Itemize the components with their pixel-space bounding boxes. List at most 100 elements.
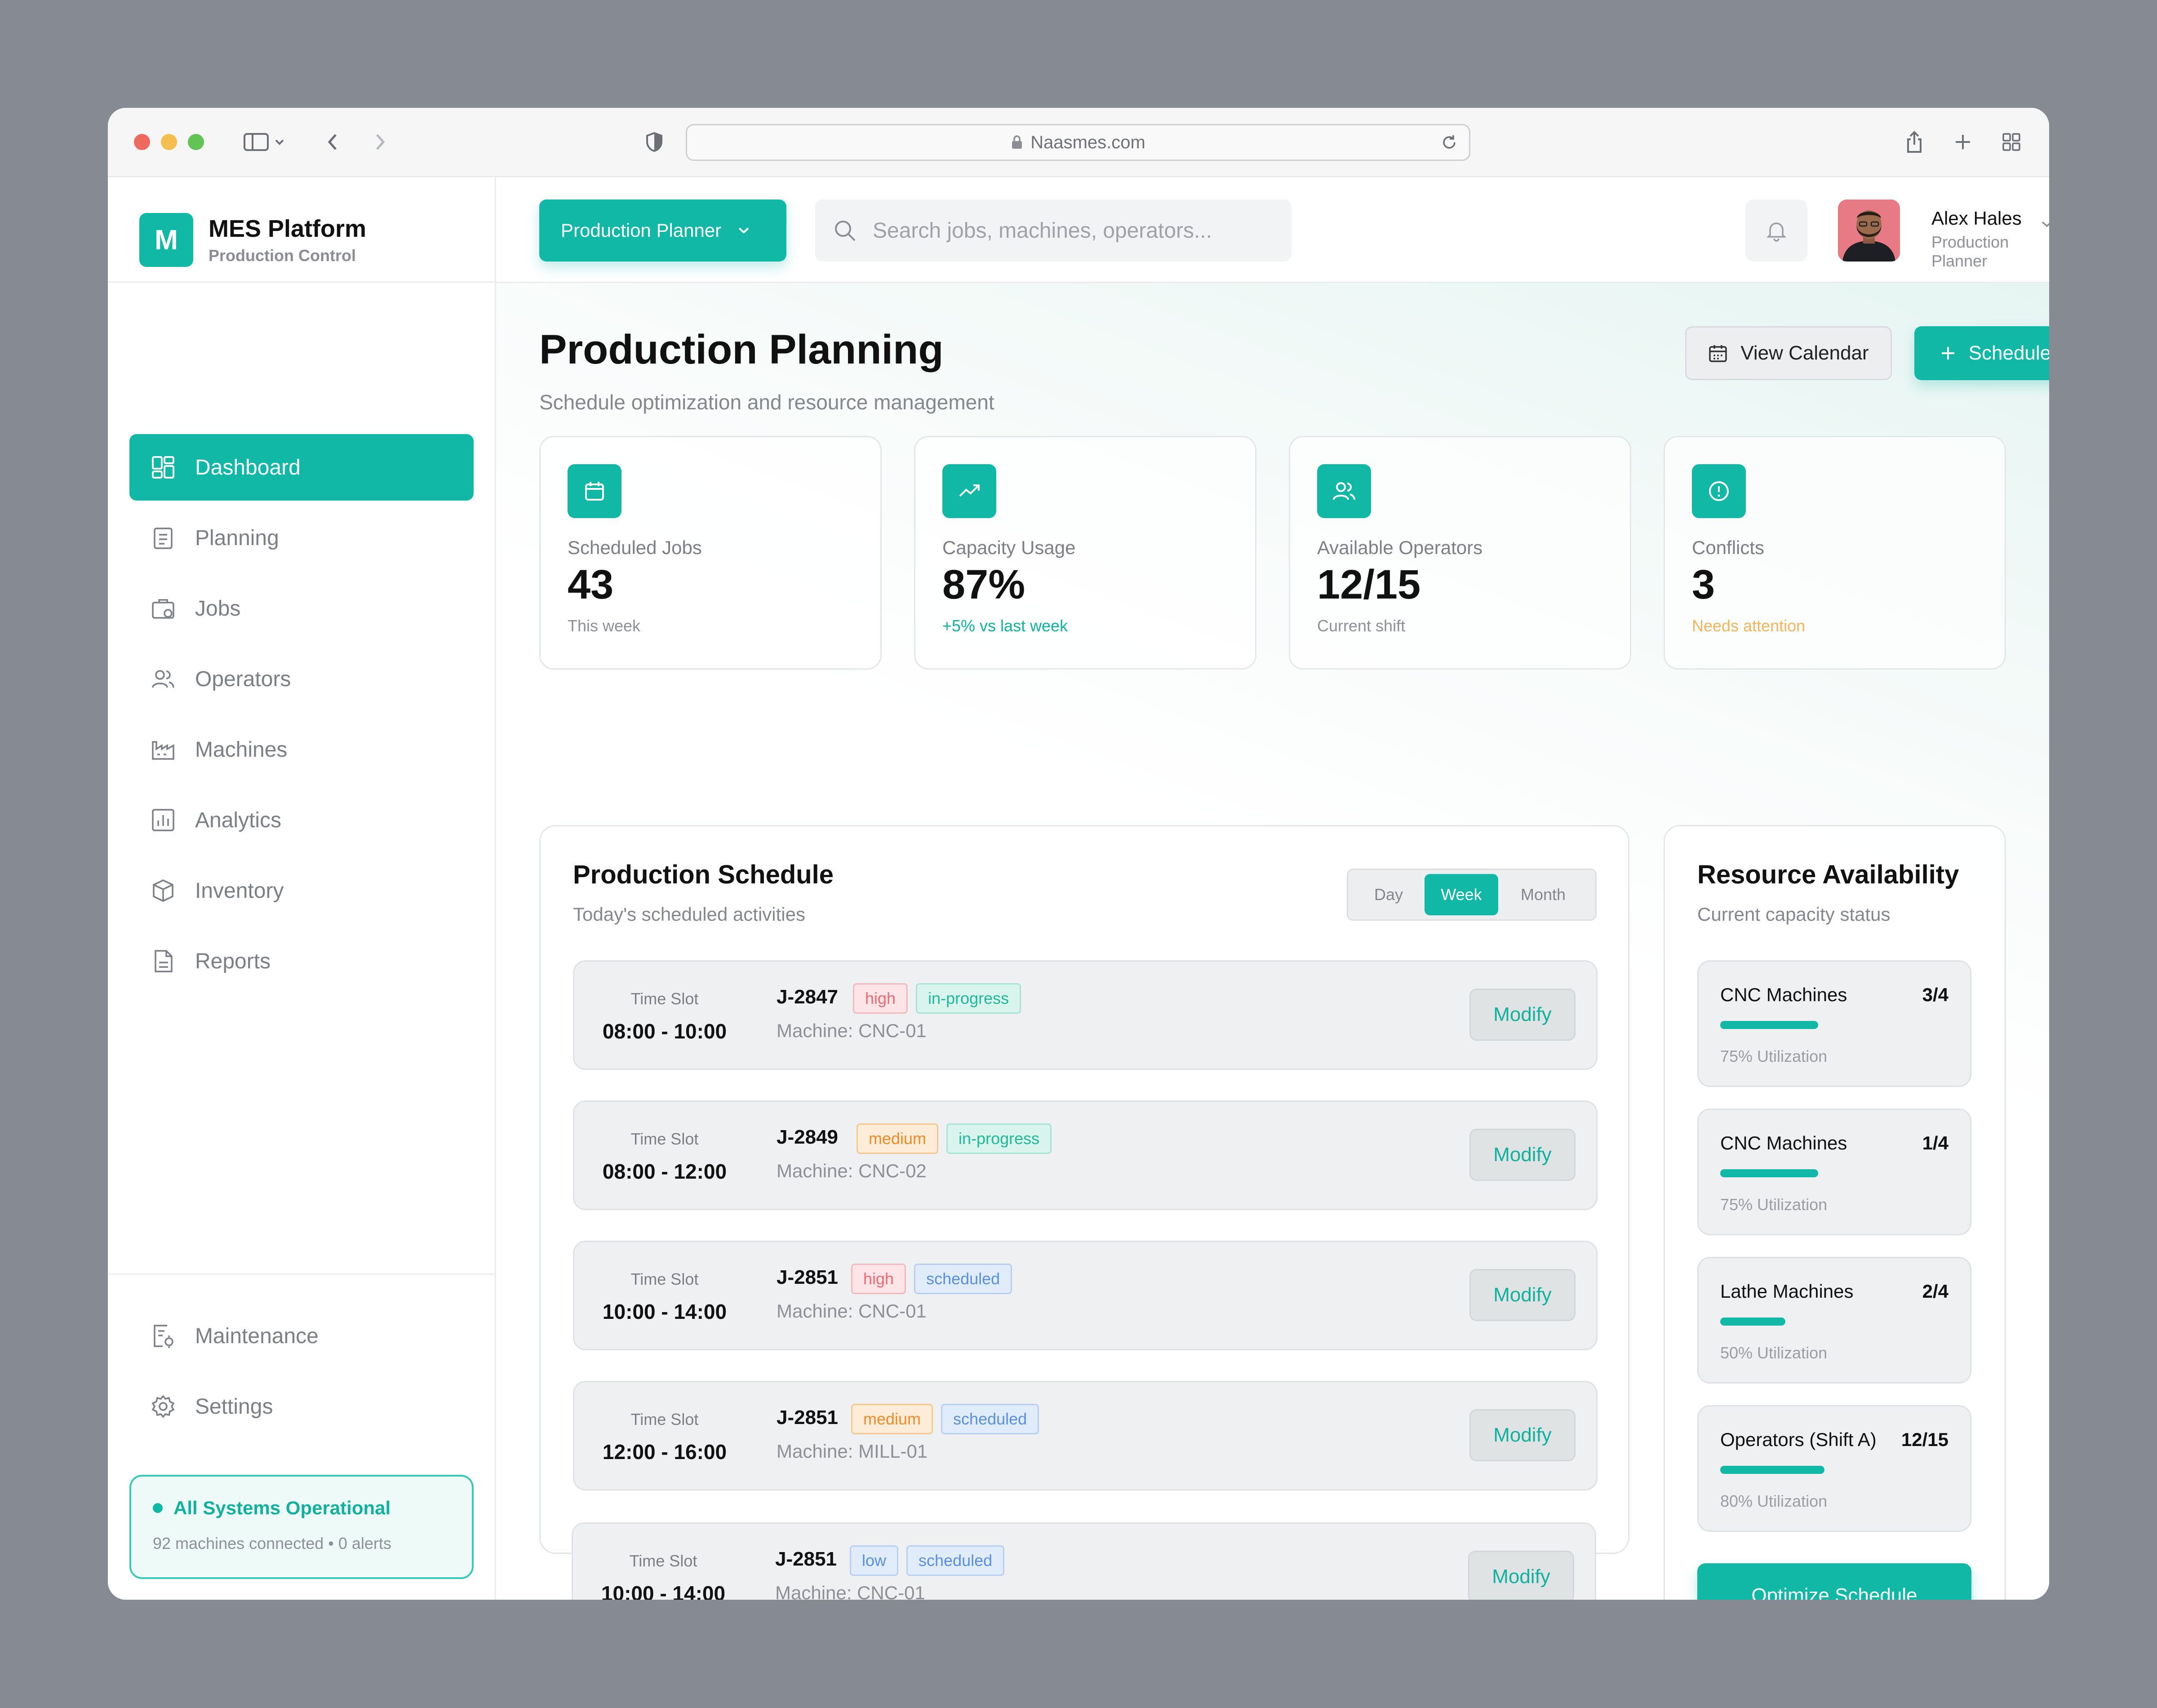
sidebar-item-maintenance[interactable]: Maintenance bbox=[129, 1303, 474, 1369]
utilization-bar bbox=[1720, 1169, 1851, 1177]
trending-up-icon bbox=[942, 464, 996, 518]
status-dot-icon bbox=[153, 1503, 163, 1513]
sidebar-item-machines[interactable]: Machines bbox=[129, 716, 474, 783]
sidebar-item-label: Maintenance bbox=[195, 1324, 319, 1348]
address-bar[interactable]: Naasmes.com bbox=[686, 124, 1470, 161]
sidebar-item-label: Settings bbox=[195, 1394, 273, 1419]
sidebar-item-dashboard[interactable]: Dashboard bbox=[129, 434, 474, 501]
sidebar-item-settings[interactable]: Settings bbox=[129, 1373, 474, 1440]
machine-label: Machine: CNC-02 bbox=[777, 1160, 927, 1181]
calendar-icon bbox=[568, 464, 621, 518]
resource-card: CNC Machines 1/4 75% Utilization bbox=[1697, 1109, 1971, 1235]
resource-name: CNC Machines bbox=[1720, 984, 1847, 1005]
schedule-title: Production Schedule bbox=[573, 860, 834, 889]
stat-card-capacity-usage: Capacity Usage 87% +5% vs last week bbox=[914, 436, 1256, 670]
machine-label: Machine: CNC-01 bbox=[777, 1300, 927, 1322]
page-subtitle: Schedule optimization and resource manag… bbox=[539, 390, 994, 414]
priority-badge: medium bbox=[851, 1404, 933, 1434]
view-calendar-button[interactable]: View Calendar bbox=[1685, 326, 1892, 380]
modify-button[interactable]: Modify bbox=[1468, 1551, 1574, 1600]
sidebar: M MES Platform Production Control Dashbo… bbox=[108, 177, 496, 1600]
modify-button[interactable]: Modify bbox=[1469, 989, 1576, 1041]
modify-button[interactable]: Modify bbox=[1469, 1409, 1576, 1461]
sidebar-item-inventory[interactable]: Inventory bbox=[129, 857, 474, 924]
job-id: J-2851 bbox=[777, 1406, 839, 1429]
sidebar-item-label: Analytics bbox=[195, 808, 282, 832]
browser-titlebar: Naasmes.com bbox=[108, 108, 2049, 177]
schedule-subtitle: Today's scheduled activities bbox=[573, 904, 805, 925]
utilization-label: 75% Utilization bbox=[1720, 1195, 1828, 1214]
shield-icon[interactable] bbox=[641, 129, 668, 155]
time-slot-label: Time Slot bbox=[629, 1552, 697, 1570]
stat-card-scheduled-jobs: Scheduled Jobs 43 This week bbox=[539, 436, 882, 670]
close-window-button[interactable] bbox=[134, 134, 150, 150]
stat-note: This week bbox=[568, 616, 641, 635]
sidebar-toggle-icon[interactable] bbox=[238, 129, 292, 155]
sidebar-item-jobs[interactable]: Jobs bbox=[129, 575, 474, 642]
maximize-window-button[interactable] bbox=[188, 134, 204, 150]
sidebar-item-analytics[interactable]: Analytics bbox=[129, 787, 474, 853]
back-arrow-icon[interactable] bbox=[319, 129, 346, 155]
time-slot-label: Time Slot bbox=[630, 1270, 699, 1288]
modify-button[interactable]: Modify bbox=[1469, 1129, 1576, 1181]
main-content: Production Planning Schedule optimizatio… bbox=[496, 283, 2049, 1600]
bell-icon bbox=[1766, 222, 1787, 242]
view-toggle: Day Week Month bbox=[1347, 869, 1597, 921]
time-slot-value: 10:00 - 14:00 bbox=[601, 1582, 726, 1600]
tab-overview-icon[interactable] bbox=[1998, 129, 2025, 155]
stat-card-available-operators: Available Operators 12/15 Current shift bbox=[1289, 436, 1631, 670]
reload-icon[interactable] bbox=[1439, 133, 1459, 152]
search-input[interactable]: Search jobs, machines, operators... bbox=[815, 200, 1292, 262]
share-icon[interactable] bbox=[1901, 129, 1928, 155]
minimize-window-button[interactable] bbox=[161, 134, 177, 150]
stat-value: 3 bbox=[1692, 562, 1715, 608]
utilization-bar-fill bbox=[1720, 1466, 1824, 1474]
users-icon bbox=[1317, 464, 1371, 518]
schedule-row: Time Slot 10:00 - 14:00 J-2851 low sched… bbox=[572, 1522, 1596, 1600]
calendar-icon bbox=[1709, 345, 1727, 362]
schedule-job-button[interactable]: Schedule Job bbox=[1914, 326, 2049, 380]
schedule-row: Time Slot 08:00 - 12:00 J-2849 medium in… bbox=[573, 1100, 1598, 1210]
stat-value: 12/15 bbox=[1317, 562, 1421, 608]
stat-note: Needs attention bbox=[1692, 616, 1806, 635]
tab-day[interactable]: Day bbox=[1374, 885, 1403, 904]
utilization-bar bbox=[1720, 1021, 1851, 1029]
priority-badge: high bbox=[853, 983, 908, 1014]
priority-badge: high bbox=[851, 1264, 906, 1294]
stat-note: Current shift bbox=[1317, 616, 1406, 635]
resources-title: Resource Availability bbox=[1697, 860, 1959, 889]
modify-button[interactable]: Modify bbox=[1469, 1269, 1576, 1321]
sidebar-item-reports[interactable]: Reports bbox=[129, 928, 474, 994]
job-id: J-2847 bbox=[777, 986, 839, 1008]
avatar[interactable] bbox=[1838, 200, 1900, 262]
utilization-bar-fill bbox=[1720, 1169, 1818, 1177]
time-slot-value: 08:00 - 12:00 bbox=[602, 1160, 727, 1183]
stat-label: Capacity Usage bbox=[942, 537, 1076, 558]
utilization-label: 50% Utilization bbox=[1720, 1344, 1828, 1362]
stat-label: Available Operators bbox=[1317, 537, 1483, 558]
notifications-button[interactable] bbox=[1745, 200, 1807, 262]
sidebar-item-operators[interactable]: Operators bbox=[129, 646, 474, 712]
user-menu-chevron-icon[interactable] bbox=[2039, 219, 2049, 229]
resource-name: Operators (Shift A) bbox=[1720, 1429, 1877, 1450]
role-dropdown-button[interactable]: Production Planner bbox=[539, 200, 786, 262]
job-id: J-2849 bbox=[777, 1126, 839, 1148]
tab-week[interactable]: Week bbox=[1425, 874, 1498, 915]
maintenance-icon bbox=[154, 1325, 173, 1348]
tab-month[interactable]: Month bbox=[1520, 885, 1566, 904]
optimize-schedule-button[interactable]: Optimize Schedule bbox=[1697, 1563, 1971, 1600]
status-title: All Systems Operational bbox=[173, 1497, 391, 1518]
schedule-job-label: Schedule Job bbox=[1968, 342, 2049, 364]
status-badge: in-progress bbox=[946, 1123, 1052, 1154]
sidebar-item-planning[interactable]: Planning bbox=[129, 505, 474, 571]
stat-label: Conflicts bbox=[1692, 537, 1765, 558]
status-badge: in-progress bbox=[916, 983, 1021, 1014]
resource-count: 3/4 bbox=[1922, 984, 1948, 1005]
time-slot-label: Time Slot bbox=[630, 1410, 699, 1429]
box-icon bbox=[153, 879, 173, 902]
new-tab-icon[interactable] bbox=[1949, 129, 1976, 155]
priority-badge: low bbox=[850, 1545, 899, 1576]
utilization-label: 80% Utilization bbox=[1720, 1492, 1828, 1510]
forward-arrow-icon[interactable] bbox=[367, 129, 394, 155]
sidebar-divider bbox=[108, 1273, 496, 1275]
